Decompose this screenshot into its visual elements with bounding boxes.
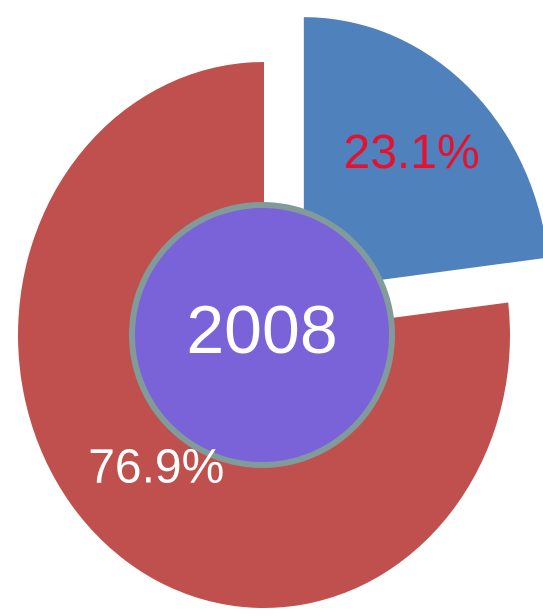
data-label: 23.1%: [344, 126, 480, 179]
center-label: 2008: [186, 292, 337, 368]
data-label: 76.9%: [88, 440, 224, 493]
pie-slice: [303, 17, 543, 291]
center-circle: [129, 202, 395, 468]
